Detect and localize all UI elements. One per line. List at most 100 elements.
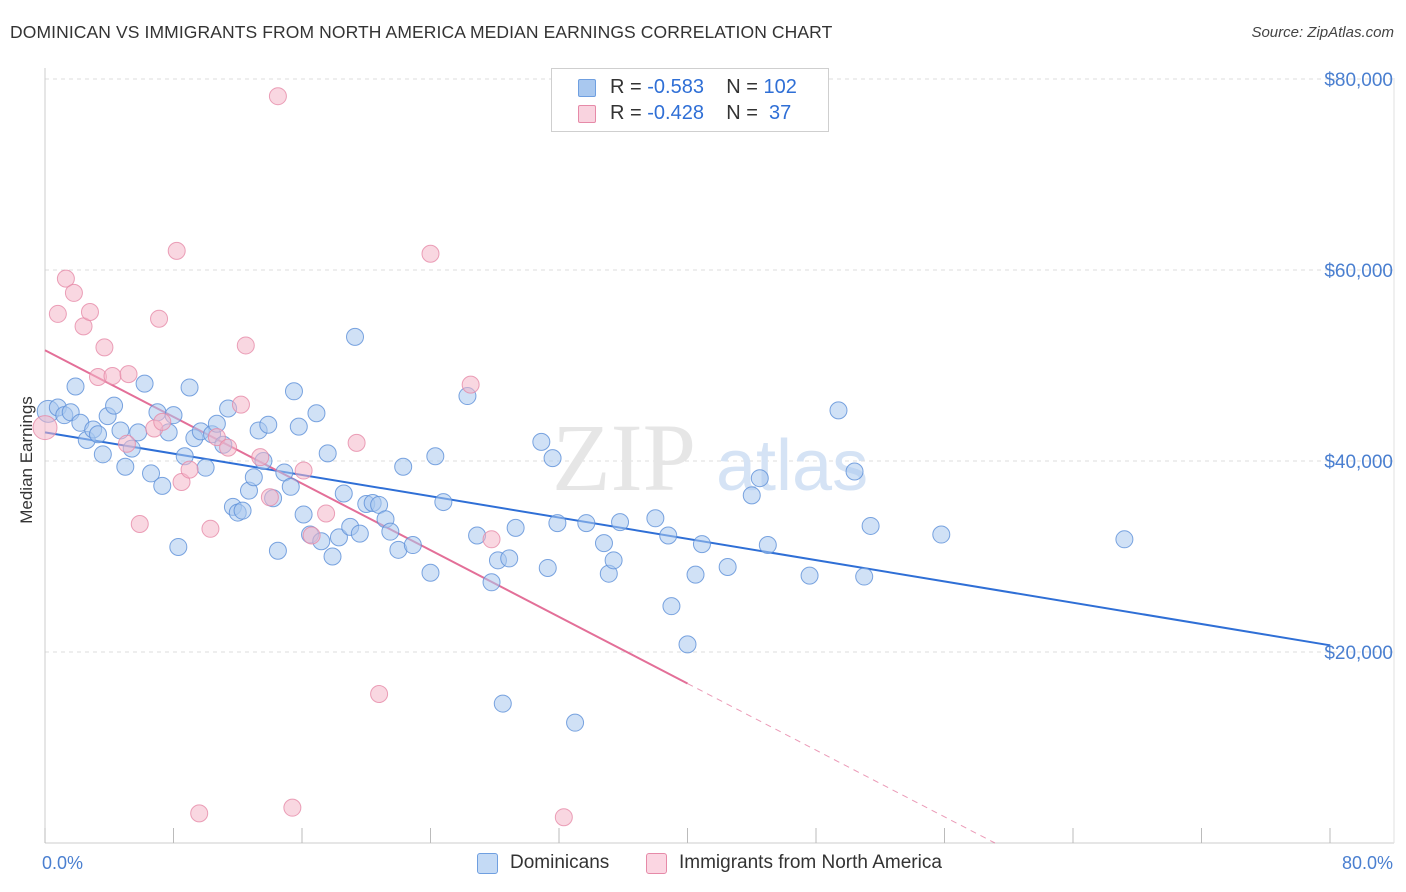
legend-swatch-immigrants [646, 853, 667, 874]
y-tick-label-1: $40,000 [1324, 452, 1393, 473]
immigrant-point [370, 685, 389, 704]
dominican-point [855, 567, 874, 586]
immigrant-point [119, 365, 138, 384]
dominican-point [577, 514, 596, 533]
immigrant-point [236, 336, 255, 355]
immigrant-point [283, 798, 302, 817]
dominican-point [334, 484, 353, 503]
immigrant-point [180, 460, 199, 479]
dominican-point [750, 469, 769, 488]
dominican-point [403, 536, 422, 555]
dominican-point [307, 404, 326, 423]
x-tick-label-0: 0.0% [42, 853, 83, 873]
dominican-point [506, 518, 525, 537]
dominican-point [318, 444, 337, 463]
immigrant-point [150, 309, 169, 328]
dominican-point [532, 432, 551, 451]
trend-line-immigrants-extension [687, 683, 996, 844]
dominican-point [268, 541, 287, 560]
dominican-point [500, 549, 519, 568]
dominican-point [421, 563, 440, 582]
dominican-point [116, 457, 135, 476]
dominican-point [594, 534, 613, 553]
y-tick-label-0: $20,000 [1324, 643, 1393, 664]
dominican-point [493, 694, 512, 713]
immigrant-point [482, 530, 501, 549]
legend-r-value: -0.583 [647, 76, 704, 98]
dominican-point [742, 486, 761, 505]
data-points [32, 87, 1134, 827]
y-tick-label-2: $60,000 [1324, 261, 1393, 282]
y-tick-label-3: $80,000 [1324, 70, 1393, 91]
legend-label-dominicans: Dominicans [510, 852, 610, 873]
dominican-point [259, 415, 278, 434]
x-tick-labels: 0.0% 80.0% [42, 853, 1393, 873]
dominican-point [89, 425, 108, 444]
immigrant-point [95, 338, 114, 357]
immigrant-point [207, 428, 226, 447]
dominican-point [678, 635, 697, 654]
legend-n-value: 37 [763, 102, 792, 124]
x-tick-label-1: 80.0% [1342, 853, 1393, 873]
legend-r-label: R = [610, 102, 642, 124]
immigrant-point [317, 504, 336, 523]
immigrant-point [32, 415, 58, 441]
dominican-point [829, 401, 848, 420]
dominican-point [281, 477, 300, 496]
dominican-point [394, 457, 413, 476]
dominican-point [294, 505, 313, 524]
immigrant-point [117, 434, 136, 453]
dominican-point [538, 558, 557, 577]
dominican-point [604, 551, 623, 570]
legend-n-label: N = [726, 102, 758, 124]
dominican-point [66, 377, 85, 396]
immigrant-point [130, 515, 149, 534]
immigrant-point [347, 433, 366, 452]
watermark-zip: ZIP [552, 404, 696, 511]
legend-r-value: -0.428 [647, 102, 704, 124]
dominican-point [142, 464, 161, 483]
dominican-point [381, 522, 400, 541]
dominican-point [566, 713, 585, 732]
dominican-point [662, 597, 681, 616]
legend-n-label: N = [726, 76, 758, 98]
legend-r-label: R = [610, 76, 642, 98]
immigrant-point [219, 438, 238, 457]
dominican-point [93, 445, 112, 464]
immigrant-point [251, 448, 270, 467]
dominican-point [169, 537, 188, 556]
dominican-point [845, 462, 864, 481]
immigrant-point [64, 283, 83, 302]
immigrant-point [153, 412, 172, 431]
source-label: Source: ZipAtlas.com [1251, 24, 1394, 41]
dominican-point [323, 547, 342, 566]
dominican-point [718, 558, 737, 577]
watermark: ZIP atlas [552, 404, 868, 511]
dominican-point [284, 382, 303, 401]
dominican-point [434, 493, 453, 512]
dominican-point [426, 447, 445, 466]
immigrant-point [421, 244, 440, 263]
dominican-point [861, 516, 880, 535]
immigrant-point [190, 804, 209, 823]
chart-title: DOMINICAN VS IMMIGRANTS FROM NORTH AMERI… [10, 22, 833, 42]
immigrant-point [554, 808, 573, 827]
legend-n-value: 102 [763, 76, 797, 98]
axes [44, 68, 1395, 844]
y-tick-labels: $20,000 $40,000 $60,000 $80,000 [1324, 70, 1393, 664]
immigrant-point [80, 303, 99, 322]
immigrant-point [48, 304, 67, 323]
immigrant-point [260, 488, 279, 507]
dominican-point [543, 449, 562, 468]
dominican-point [758, 536, 777, 555]
dominican-point [135, 374, 154, 393]
dominican-point [611, 513, 630, 532]
immigrant-point [231, 395, 250, 414]
dominican-point [548, 514, 567, 533]
dominican-point [233, 501, 252, 520]
legend-swatch-blue [578, 79, 596, 97]
dominican-point [659, 526, 678, 545]
immigrant-point [302, 526, 321, 545]
immigrant-point [294, 461, 313, 480]
dominican-point [800, 566, 819, 585]
